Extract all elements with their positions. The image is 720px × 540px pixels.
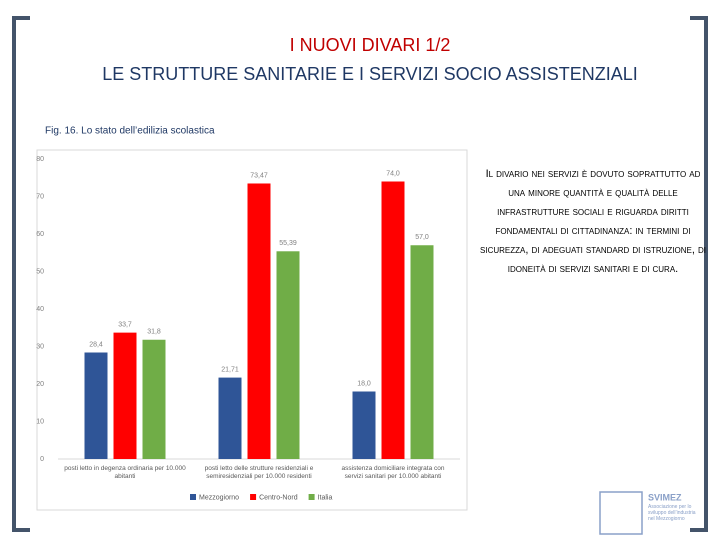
bar (276, 251, 300, 459)
value-label: 31,8 (147, 329, 161, 336)
x-tick-label: assistenza domiciliare integrata con ser… (341, 465, 445, 480)
legend-swatch (308, 494, 315, 500)
bracket-left (12, 16, 30, 532)
y-tick-label: 80 (36, 156, 44, 163)
value-label: 55,39 (279, 240, 297, 247)
y-tick-label: 30 (36, 343, 44, 350)
logo-name: SVIMEZ (648, 492, 682, 502)
bar (142, 339, 166, 459)
y-tick-label: 50 (36, 268, 44, 275)
y-tick-label: 70 (36, 193, 44, 200)
bar (410, 245, 434, 459)
legend-label: Centro-Nord (259, 494, 298, 501)
value-label: 21,71 (221, 366, 239, 373)
value-label: 73,47 (250, 172, 268, 179)
x-tick-label: posti letto in degenza ordinaria per 10.… (64, 465, 186, 480)
bar (84, 352, 108, 459)
bar (352, 391, 376, 459)
logo-text: Associazione per lo sviluppo dell’indust… (648, 504, 696, 522)
y-tick-label: 0 (40, 456, 44, 463)
slide-subtitle: LE STRUTTURE SANITARIE E I SERVIZI SOCIO… (102, 64, 637, 84)
slide-title: I NUOVI DIVARI 1/2 (290, 35, 451, 55)
legend-swatch (190, 494, 196, 500)
bar (218, 377, 242, 459)
value-label: 74,0 (386, 170, 400, 177)
x-tick-label: posti letto delle strutture residenziali… (204, 465, 314, 480)
y-tick-label: 20 (36, 381, 44, 388)
y-tick-label: 10 (36, 418, 44, 425)
bar (247, 183, 271, 460)
y-tick-label: 60 (36, 231, 44, 238)
figure-caption: Fig. 16. Lo stato dell’edilizia scolasti… (45, 126, 215, 137)
legend-swatch (250, 494, 257, 500)
bar (113, 332, 137, 459)
value-label: 18,0 (357, 380, 371, 387)
bracket-right (690, 16, 708, 532)
value-label: 57,0 (415, 234, 429, 241)
y-tick-label: 40 (36, 306, 44, 313)
legend-label: Mezzogiorno (199, 494, 239, 501)
logo-icon (599, 491, 643, 535)
value-label: 28,4 (89, 341, 103, 348)
bar (381, 181, 405, 459)
body-text: Il divario nei servizi è dovuto soprattu… (480, 168, 706, 275)
value-label: 33,7 (118, 321, 132, 328)
legend-label: Italia (318, 494, 333, 501)
